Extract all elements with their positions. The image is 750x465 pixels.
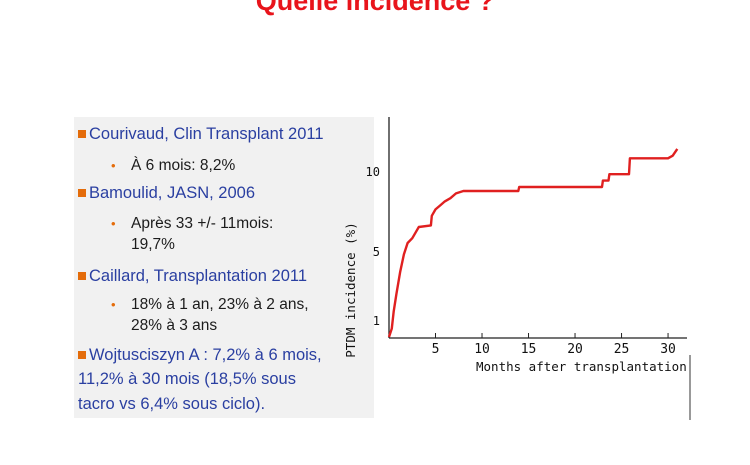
y-tick-label: 1 — [373, 314, 380, 328]
reference-label: Wojtusciszyn A : 7,2% à 6 mois, — [89, 346, 322, 364]
reference-detail-text: À 6 mois: 8,2% — [131, 157, 236, 174]
reference-continuation: 11,2% à 30 mois (18,5% sous — [78, 370, 296, 388]
dot-bullet-icon: • — [111, 216, 116, 231]
series-line-0 — [387, 148, 679, 338]
reference-label: Caillard, Transplantation 2011 — [89, 267, 307, 285]
reference-courivaud: Courivaud, Clin Transplant 2011 — [78, 125, 324, 144]
x-tick-label: 10 — [474, 342, 490, 357]
reference-wojtusciszyn: Wojtusciszyn A : 7,2% à 6 mois, — [78, 346, 322, 365]
x-tick-label: 30 — [660, 342, 676, 357]
reference-detail-text: Après 33 +/- 11mois: — [131, 215, 274, 232]
x-tick-label: 20 — [567, 342, 583, 357]
reference-caillard: Caillard, Transplantation 2011 — [78, 267, 307, 286]
x-tick-label: 25 — [614, 342, 630, 357]
square-bullet-icon — [78, 272, 86, 280]
reference-bamoulid: Bamoulid, JASN, 2006 — [78, 184, 255, 203]
square-bullet-icon — [78, 189, 86, 197]
y-axis-label: PTDM incidence (%) — [343, 222, 358, 357]
x-tick-label: 15 — [521, 342, 537, 357]
x-tick-label: 5 — [432, 342, 440, 357]
reference-detail: • 18% à 1 an, 23% à 2 ans, 28% à 3 ans — [111, 294, 309, 336]
square-bullet-icon — [78, 130, 86, 138]
dot-bullet-icon: • — [111, 158, 116, 173]
reference-label: Courivaud, Clin Transplant 2011 — [89, 125, 324, 143]
reference-detail-text: 19,7% — [131, 236, 175, 253]
y-tick-label: 5 — [373, 245, 380, 259]
reference-label: Bamoulid, JASN, 2006 — [89, 184, 256, 202]
x-axis-label: Months after transplantation — [476, 359, 687, 374]
chart-marks — [387, 148, 679, 338]
y-tick-label: 10 — [366, 165, 380, 179]
square-bullet-icon — [78, 351, 86, 359]
dot-bullet-icon: • — [111, 297, 116, 312]
reference-detail: • À 6 mois: 8,2% — [111, 155, 236, 176]
slide-title: Quelle incidence ? — [255, 0, 495, 16]
reference-continuation: tacro vs 6,4% sous ciclo). — [78, 395, 266, 413]
reference-detail-text: 28% à 3 ans — [131, 317, 218, 334]
reference-detail-text: 18% à 1 an, 23% à 2 ans, — [131, 296, 309, 313]
references-panel — [74, 117, 374, 418]
reference-detail: • Après 33 +/- 11mois: 19,7% — [111, 213, 274, 255]
